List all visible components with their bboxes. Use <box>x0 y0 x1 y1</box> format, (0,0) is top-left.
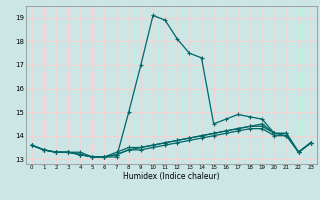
X-axis label: Humidex (Indice chaleur): Humidex (Indice chaleur) <box>123 172 220 181</box>
